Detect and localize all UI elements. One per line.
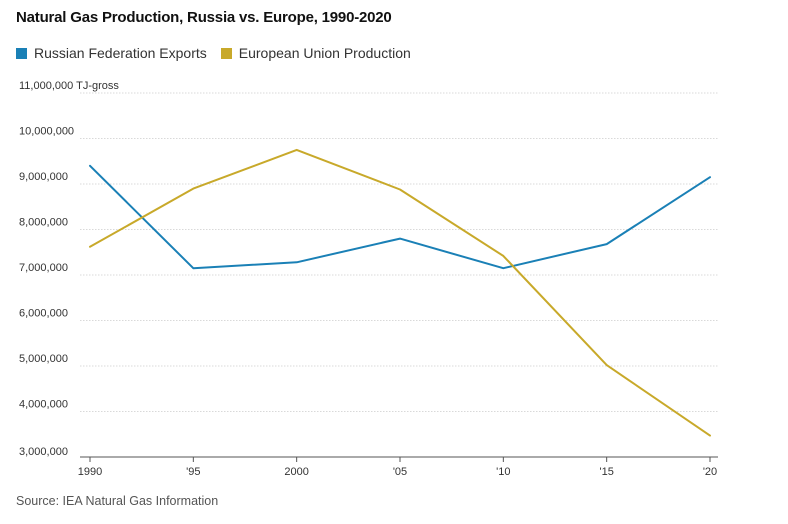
line-chart: 3,000,000 4,000,000 5,000,000 6,000,000 7,00… bbox=[19, 80, 718, 478]
y-tick-label: 3,000,000 bbox=[19, 446, 68, 458]
legend-swatch-eu bbox=[220, 47, 232, 59]
x-tick-label: '20 bbox=[703, 466, 717, 478]
y-tick-label: 7,000,000 bbox=[19, 262, 68, 274]
y-tick-label: 4,000,000 bbox=[19, 399, 68, 411]
x-tick-label: '10 bbox=[496, 466, 510, 478]
legend-item-russia: Russian Federation Exports bbox=[16, 45, 207, 61]
chart-title: Natural Gas Production, Russia vs. Europ… bbox=[16, 9, 392, 26]
y-tick-label: 9,000,000 bbox=[19, 171, 68, 183]
chart-source: Source: IEA Natural Gas Information bbox=[16, 494, 219, 508]
chart-legend: Russian Federation Exports European Unio… bbox=[16, 45, 425, 61]
x-tick-label: '05 bbox=[393, 466, 407, 478]
legend-label-eu: European Union Production bbox=[238, 45, 411, 61]
y-tick-label: 5,000,000 bbox=[19, 353, 68, 365]
x-tick-label: '95 bbox=[186, 466, 200, 478]
series-line-eu bbox=[89, 148, 711, 437]
legend-swatch-russia bbox=[16, 47, 27, 59]
y-tick-label: 8,000,000 bbox=[19, 217, 68, 229]
y-tick-label: 10,000,000 bbox=[19, 126, 74, 138]
x-tick-label: 1990 bbox=[78, 466, 102, 478]
legend-label-russia: Russian Federation Exports bbox=[34, 45, 207, 61]
series-line-russia bbox=[89, 164, 711, 270]
x-tick-label: 2000 bbox=[284, 466, 308, 478]
y-tick-label: 6,000,000 bbox=[19, 308, 68, 320]
legend-item-eu: European Union Production bbox=[220, 45, 411, 61]
x-tick-label: '15 bbox=[599, 466, 613, 478]
y-tick-label: 11,000,000 TJ-gross bbox=[19, 80, 119, 92]
